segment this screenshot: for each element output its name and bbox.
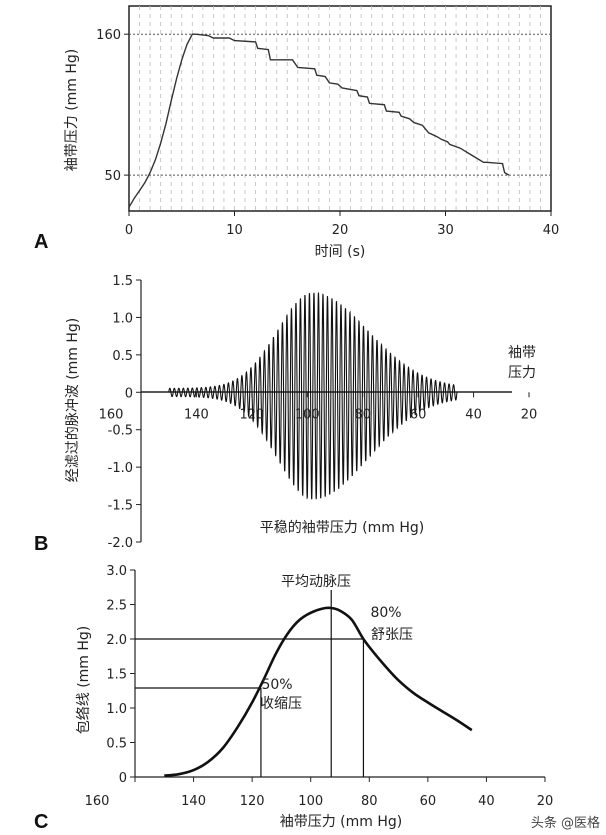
panel-b-xtick-label: 80 [354,407,371,422]
watermark: 头条 @医格 [531,815,600,831]
panel-c-envelope-curve [164,606,473,777]
panel-c-series [164,606,473,777]
panel-a-xtick-label: 20 [332,223,349,238]
panel-b-xtick-label: 160 [99,407,124,422]
panel-b-ytick-label: -0.5 [108,424,133,439]
panel-c-xtick-label: 60 [420,794,437,809]
panel-c-xtick-label: 80 [361,794,378,809]
panel-a-ytick-label: 50 [104,169,121,184]
panel-b-ytick-label: 0.5 [112,349,133,364]
panel-c-guides [135,589,365,777]
panel-a-pressure-line [128,33,510,208]
panel-b-xtick-label: 120 [239,407,264,422]
panel-a-xtick-label: 40 [543,223,560,238]
panel-a-xtick-label: 10 [226,223,243,238]
diastolic-annotation-pct: 80% [370,605,401,621]
panel-c-xtick-label: 40 [478,794,495,809]
panel-c-xlabel: 袖带压力 (mm Hg) [280,814,403,830]
panel-c-ytick-label: 0.5 [106,737,127,752]
panel-a-ticks: 0 10 20 30 40 50 160 [96,28,559,238]
panel-a: 0 10 20 30 40 50 160 时间 (s) 袖带压力 (mm Hg) A [34,5,559,260]
panel-a-grid [129,6,551,211]
panel-a-xtick-label: 0 [125,223,133,238]
panel-c-xtick-label: 120 [240,794,265,809]
panel-a-label: A [34,231,48,253]
systolic-annotation-pct: 50% [261,677,292,693]
panel-c-ytick-label: 0 [119,771,127,786]
panel-b-oscillation [168,291,458,500]
panel-a-xtick-label: 30 [437,223,454,238]
panel-c-label: C [34,811,48,833]
map-annotation: 平均动脉压 [281,574,351,590]
panel-b-ytick-label: -1.5 [108,499,133,514]
panel-b-ytick-label: 1.0 [112,311,133,326]
panel-c-xtick-label: 20 [537,794,554,809]
panel-c-ytick-label: 3.0 [106,564,127,579]
panel-b-ytick-label: -2.0 [108,536,133,551]
panel-b-label: B [34,533,48,555]
panel-b-ytick-label: -1.0 [108,461,133,476]
panel-c-xtick-label: 160 [85,794,110,809]
panel-b-xlabel: 平稳的袖带压力 (mm Hg) [260,520,425,536]
panel-b-xtick-label: 60 [410,407,427,422]
panel-b-oscillation-trace [168,291,458,500]
panel-c-ytick-label: 1.5 [106,668,127,683]
panel-b-annotation-line1: 袖带 [508,345,536,361]
panel-c-xtick-label: 140 [181,794,206,809]
panel-a-ytick-label: 160 [96,28,121,43]
panel-b-xtick-label: 20 [521,407,538,422]
panel-b-xtick-label: 40 [465,407,482,422]
panel-b-ytick-label: 1.5 [112,274,133,289]
panel-b-xtick-label: 140 [184,407,209,422]
panel-b-ytick-label: 0 [125,386,133,401]
panel-b-ylabel: 经滤过的脉冲波 (mm Hg) [65,318,81,483]
systolic-annotation-label: 收缩压 [260,696,302,712]
panel-b-xtick-label: 100 [295,407,320,422]
panel-a-series [128,33,510,208]
panel-a-ylabel: 袖带压力 (mm Hg) [64,49,80,172]
panel-b-ticks: 1.5 1.0 0.5 0 -0.5 -1.0 -1.5 -2.0 160 140 120 100 80… [99,274,538,551]
panel-c-ytick-label: 2.0 [106,633,127,648]
panel-c-ytick-label: 2.5 [106,599,127,614]
panel-a-xlabel: 时间 (s) [315,244,366,260]
panel-a-plot-area [128,5,552,212]
panel-c-xtick-label: 100 [298,794,323,809]
panel-c-ylabel: 包络线 (mm Hg) [76,626,92,735]
panel-b-annotation-line2: 压力 [508,365,536,381]
panel-b: 1.5 1.0 0.5 0 -0.5 -1.0 -1.5 -2.0 160 140 120 100 80… [34,274,537,555]
panel-c-ticks: 0 0.5 1.0 1.5 2.0 2.5 3.0 160 140 120 100 80 60 40 20 [85,564,554,809]
diastolic-annotation-label: 舒张压 [371,627,413,643]
panel-c-ytick-label: 1.0 [106,702,127,717]
